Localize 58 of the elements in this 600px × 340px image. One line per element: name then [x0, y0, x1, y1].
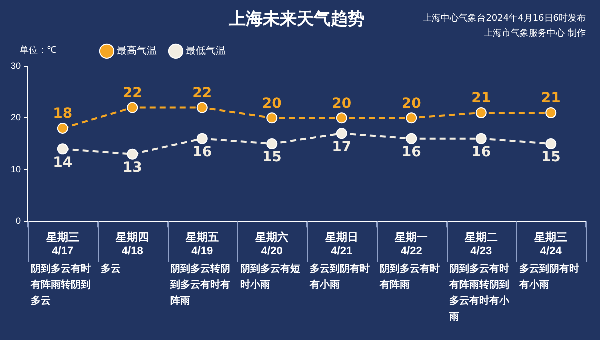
data-label: 18	[53, 106, 73, 122]
point	[127, 148, 138, 160]
x-tick-label: 星期五 4/19	[184, 231, 219, 258]
point	[406, 112, 418, 124]
data-label: 21	[541, 90, 561, 107]
point	[336, 112, 348, 124]
point	[266, 138, 278, 150]
text: 多云到阴有时有小雨	[310, 262, 371, 293]
y-tick-label: 30	[10, 60, 22, 71]
point	[336, 128, 348, 140]
x-tick-label: 星期三 4/24	[534, 231, 568, 258]
data-label: 22	[192, 85, 212, 102]
data-label: 16	[402, 144, 422, 160]
data-label: 16	[472, 144, 492, 160]
data-label: 20	[332, 96, 352, 112]
x-tick-label: 星期日 4/21	[324, 231, 358, 258]
point	[406, 133, 418, 144]
data-label: 20	[262, 96, 282, 112]
point	[476, 107, 487, 118]
text: 阴到多云有时有阵雨转阴到多云有时有小雨	[450, 262, 510, 325]
x-tick-label: 星期三 4/17	[45, 231, 80, 258]
x-tick-label: 星期二 4/23	[464, 231, 498, 258]
point	[196, 102, 208, 114]
text: 上海市气象服务中心 制作	[483, 28, 586, 41]
text: 阴到多云有时有阵雨转阴到多云	[31, 262, 92, 309]
data-label: 14	[53, 154, 73, 171]
x-tick-label: 星期一 4/22	[394, 231, 428, 258]
data-label: 15	[262, 150, 282, 166]
y-axis-title: 单位：℃	[20, 44, 58, 57]
legend-label: 最高气温	[117, 45, 157, 58]
text: 多云到阴有时有小雨	[519, 262, 580, 293]
point	[57, 122, 68, 134]
data-label: 20	[402, 96, 422, 112]
data-label: 17	[332, 139, 352, 156]
data-label: 15	[541, 150, 561, 166]
y-tick-label: 0	[16, 216, 22, 226]
x-tick-label: 星期四 4/18	[115, 231, 150, 258]
text: 多云	[100, 262, 122, 277]
point	[476, 133, 487, 144]
point	[127, 102, 138, 114]
point	[546, 107, 557, 118]
text: 上海中心气象台2024年4月16日6时发布	[423, 12, 586, 26]
point	[546, 138, 557, 150]
y-tick-label: 10	[10, 164, 22, 174]
text: 阴到多云转阴到多云有时有阵雨	[170, 262, 232, 309]
text: 阴到多云有短时小雨	[240, 262, 302, 293]
legend-label: 最低气温	[186, 45, 226, 58]
data-label: 16	[192, 144, 212, 160]
point	[57, 144, 68, 155]
point	[266, 112, 278, 124]
point	[196, 133, 208, 144]
data-label: 21	[472, 90, 492, 107]
data-label: 22	[122, 85, 142, 102]
chart-title: 上海未来天气趋势	[228, 10, 365, 30]
x-tick-label: 星期六 4/20	[254, 231, 289, 258]
y-tick-label: 20	[10, 112, 22, 123]
text: 阴到多云有时有阵雨	[380, 262, 441, 293]
data-label: 13	[122, 160, 142, 176]
